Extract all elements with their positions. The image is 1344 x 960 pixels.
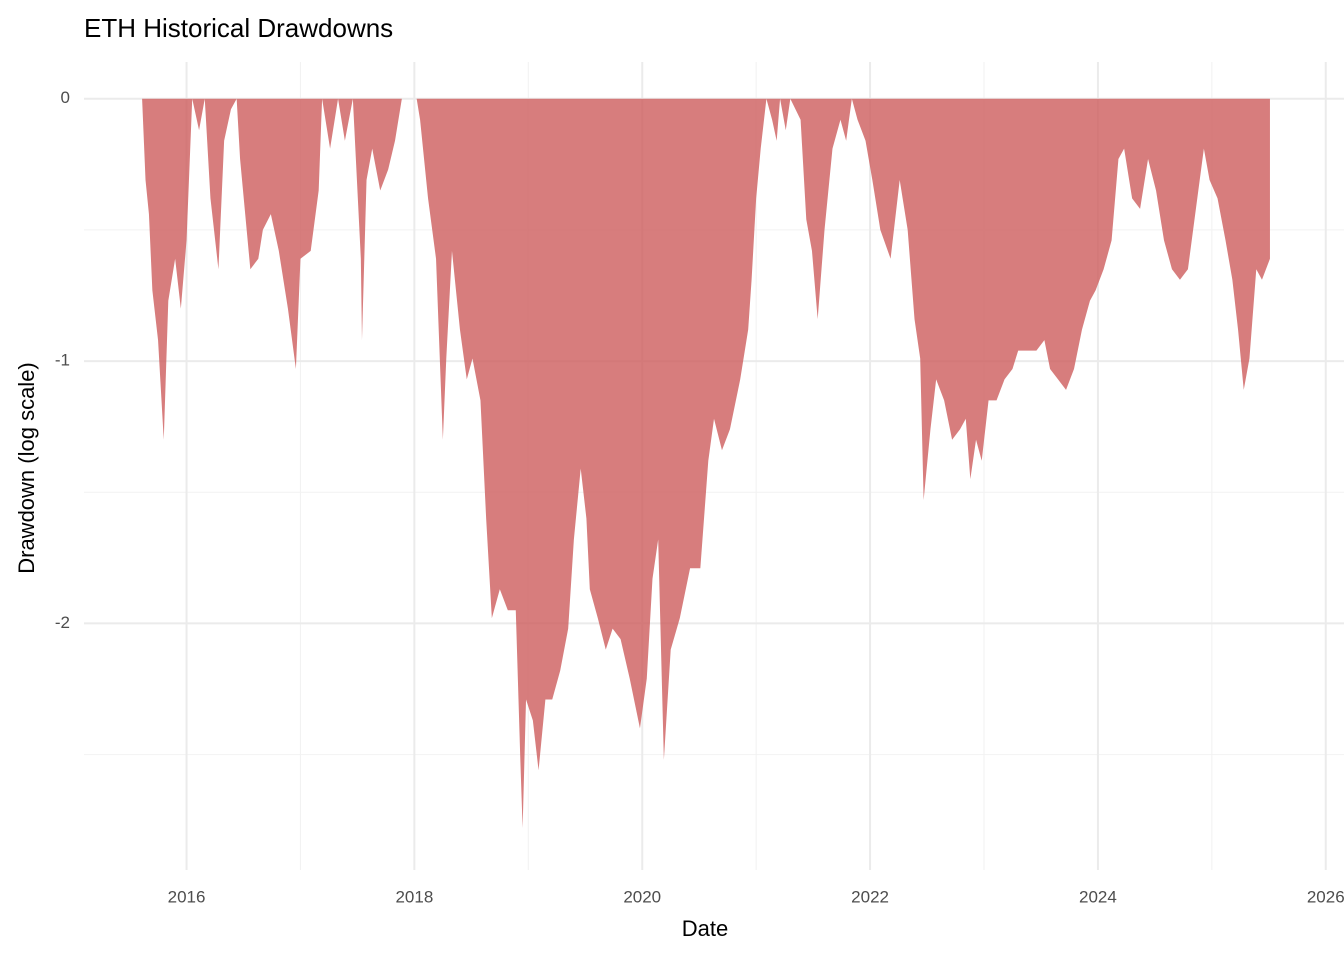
y-axis-title: Drawdown (log scale) [14,362,39,574]
x-tick-label: 2018 [395,887,433,906]
x-tick-label: 2026 [1307,887,1344,906]
plot-area [142,98,1270,829]
chart-title: ETH Historical Drawdowns [84,13,393,43]
x-axis-title: Date [682,916,728,941]
x-tick-label: 2024 [1079,887,1117,906]
y-tick-label: 0 [61,88,70,107]
area [142,98,1270,829]
y-tick-label: -2 [55,613,70,632]
labels: 0 -1 -2 2016 2018 2020 2022 2024 2026 [55,88,1344,906]
y-tick-label: -1 [55,351,70,370]
x-tick-label: 2016 [168,887,206,906]
x-tick-label: 2020 [623,887,661,906]
x-tick-label: 2022 [851,887,889,906]
